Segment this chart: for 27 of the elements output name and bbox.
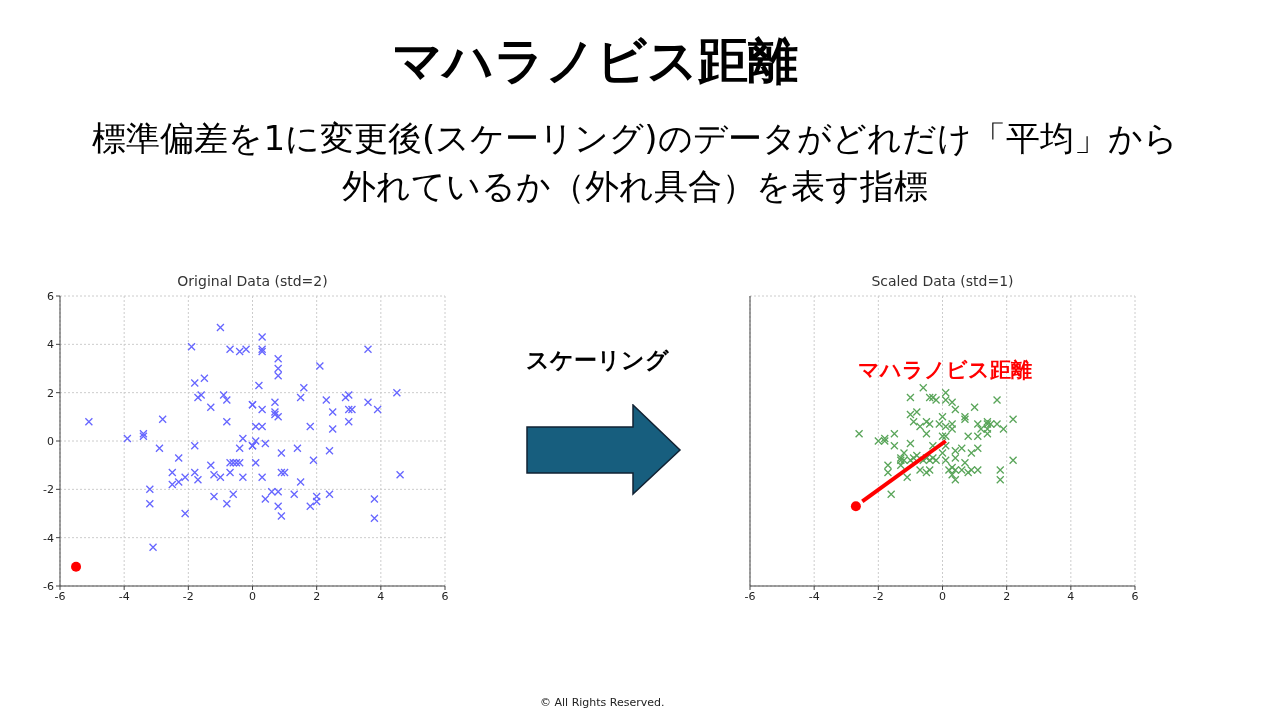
x-tick-label: 0 xyxy=(249,589,256,603)
x-tick-label: -4 xyxy=(808,589,820,603)
text: スケーリング xyxy=(525,346,670,375)
text: © All Rights Reserved. xyxy=(540,696,666,709)
y-tick-label: 4 xyxy=(47,338,54,352)
y-tick-label: 0 xyxy=(47,434,54,448)
x-tick-label: 2 xyxy=(1003,589,1011,603)
text: マハラノビス距離 xyxy=(391,31,799,92)
chart-title: Original Data (std=2) xyxy=(176,273,329,289)
x-tick-label: 4 xyxy=(1067,589,1075,603)
x-tick-label: -4 xyxy=(118,589,130,603)
x-tick-label: 4 xyxy=(377,589,385,603)
annotation: マハラノビス距離 xyxy=(857,357,1033,384)
text: 標準偏差を1に変更後(スケーリング)のデータがどれだけ「平均」から外れているか（外れ具合）を表す指標 xyxy=(91,117,1179,208)
y-tick-label: -4 xyxy=(43,531,54,545)
x-tick-label: -6 xyxy=(744,589,756,603)
y-tick-label: -6 xyxy=(43,579,54,593)
y-tick-label: 6 xyxy=(47,289,54,303)
y-tick-label: 2 xyxy=(47,386,54,400)
x-tick-label: -2 xyxy=(872,589,884,603)
x-tick-label: 6 xyxy=(1131,589,1139,603)
x-tick-label: -2 xyxy=(182,589,194,603)
y-tick-label: -2 xyxy=(43,483,54,497)
x-tick-label: 2 xyxy=(313,589,321,603)
x-tick-label: 6 xyxy=(441,589,449,603)
x-tick-label: 0 xyxy=(939,589,946,603)
chart-title: Scaled Data (std=1) xyxy=(870,273,1015,289)
